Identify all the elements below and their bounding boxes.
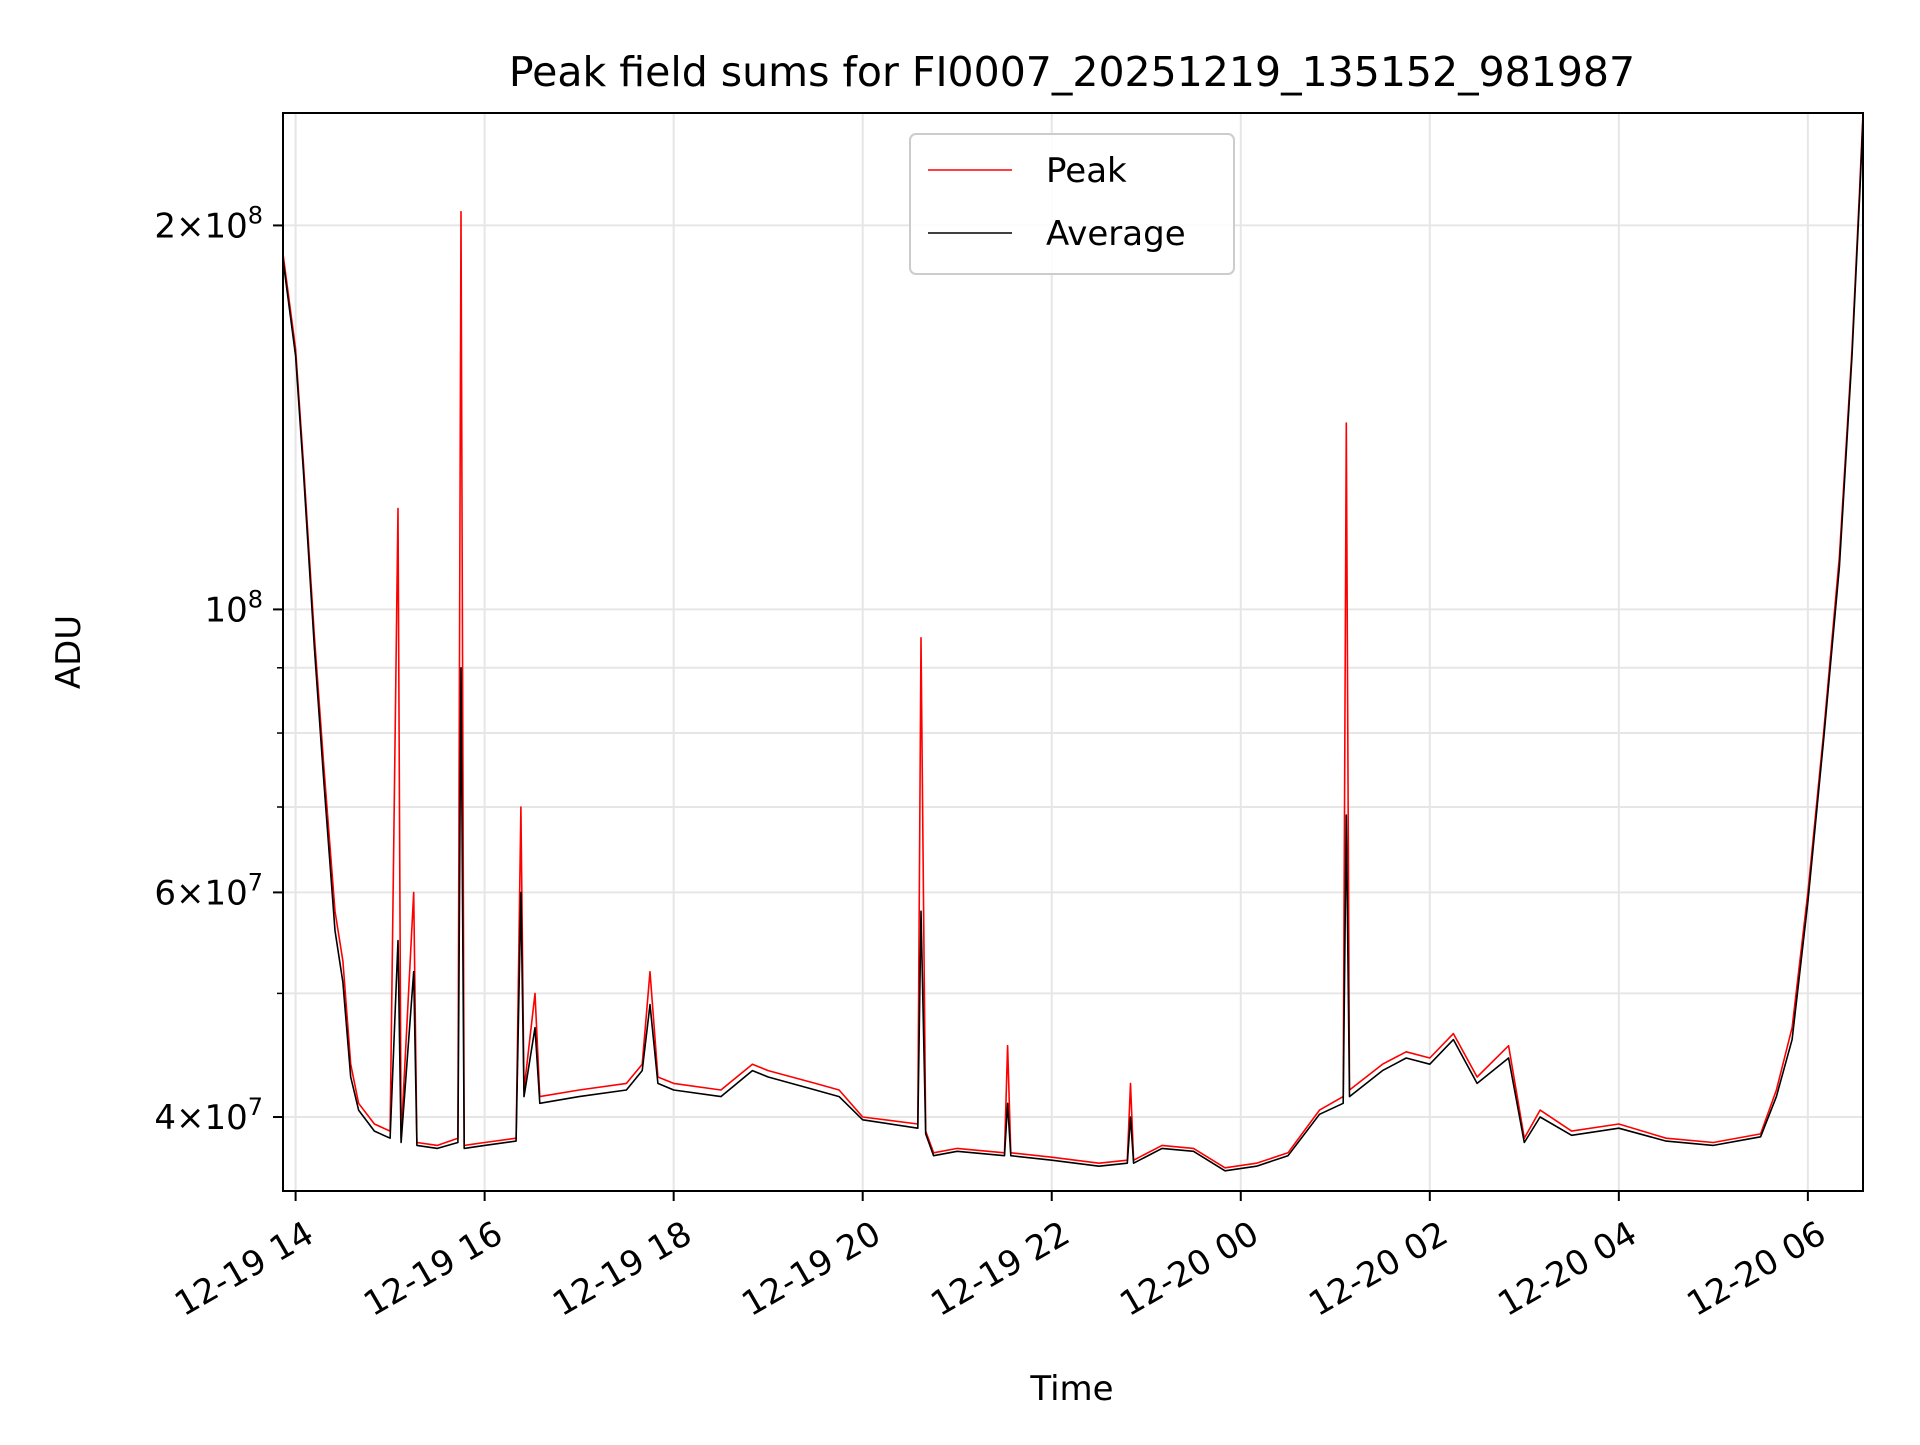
y-axis-label: ADU xyxy=(49,615,89,689)
series-line-peak xyxy=(283,113,1863,1169)
legend-box xyxy=(909,133,1235,275)
x-axis-label: Time xyxy=(1029,1369,1113,1409)
y-tick-label: 2×108 xyxy=(154,201,263,246)
legend: Peak Average xyxy=(909,133,1235,275)
y-tick-label: 6×107 xyxy=(154,868,263,913)
series-line-average xyxy=(283,117,1863,1172)
series-layer xyxy=(283,113,1863,1172)
legend-label-average: Average xyxy=(1046,214,1186,254)
y-axis: 4×107 6×107 108 2×108 xyxy=(154,201,283,1138)
plot-frame xyxy=(282,112,1864,1192)
chart-title: Peak field sums for FI0007_20251219_1351… xyxy=(509,48,1635,96)
y-tick-label: 108 xyxy=(204,585,263,630)
legend-label-peak: Peak xyxy=(1046,151,1127,191)
y-tick-label: 4×107 xyxy=(154,1093,263,1138)
grid xyxy=(283,113,1863,1191)
